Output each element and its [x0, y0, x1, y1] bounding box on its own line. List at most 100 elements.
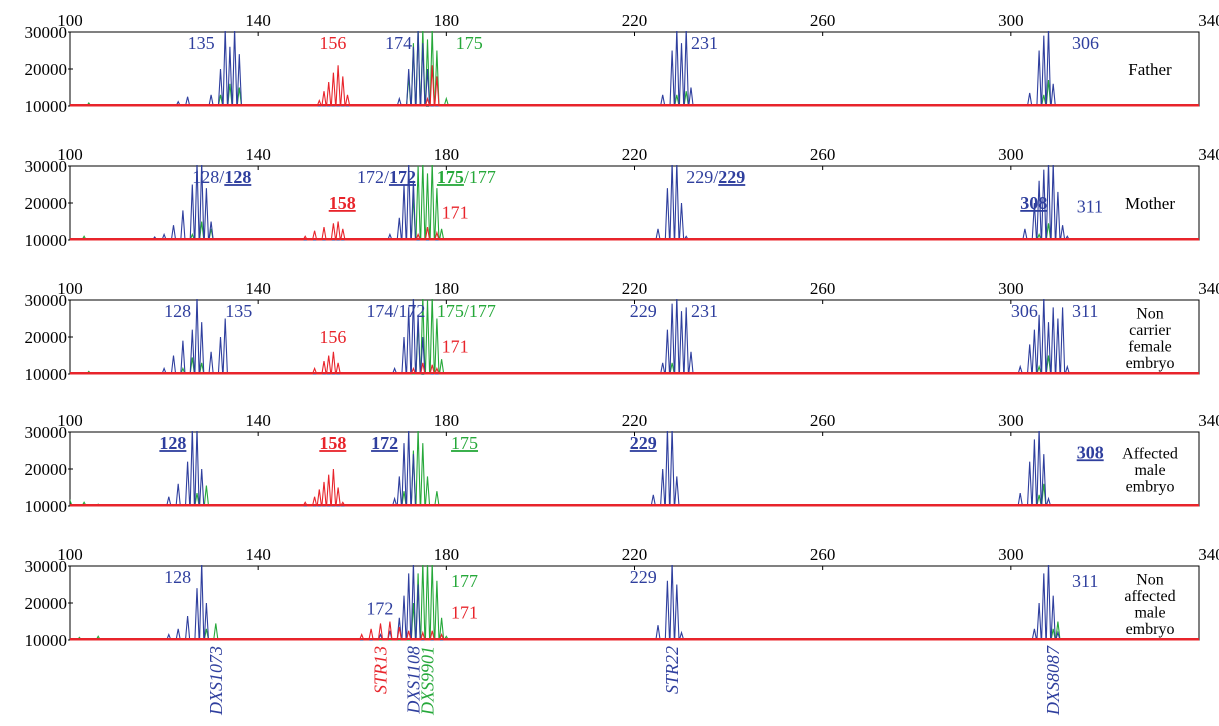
- y-tick-label: 10000: [25, 231, 68, 250]
- allele-label: 175: [451, 433, 478, 453]
- allele-label: 229: [630, 433, 657, 453]
- x-tick-label: 140: [245, 279, 271, 298]
- allele-label: 158: [329, 193, 356, 213]
- x-tick-label: 260: [810, 11, 836, 30]
- x-tick-label: 340: [1198, 411, 1219, 430]
- sample-label: male: [1134, 604, 1165, 621]
- x-tick-label: 220: [622, 545, 648, 564]
- panel-4: 100 140 180 220 260 300 340 30000 20000 10000 128 1…: [25, 411, 1219, 516]
- y-tick-label: 30000: [25, 23, 68, 42]
- sample-label: male: [1134, 462, 1165, 479]
- x-tick-label: 260: [810, 545, 836, 564]
- panel-5: 100 140 180 220 260 300 340 30000 20000 10000 128 1…: [25, 545, 1219, 650]
- allele-label: 308: [1020, 193, 1047, 213]
- y-tick-label: 20000: [25, 194, 68, 213]
- x-tick-label: 340: [1198, 545, 1219, 564]
- x-tick-label: 260: [810, 145, 836, 164]
- x-tick-label: 340: [1198, 11, 1219, 30]
- x-tick-label: 260: [810, 411, 836, 430]
- allele-label: 128: [164, 567, 191, 587]
- x-tick-label: 140: [245, 145, 271, 164]
- allele-label: 308: [1077, 442, 1104, 462]
- x-tick-label: 180: [434, 279, 460, 298]
- allele-label: 311: [1072, 571, 1098, 591]
- allele-label: 156: [319, 327, 346, 347]
- y-tick-label: 20000: [25, 460, 68, 479]
- x-tick-label: 100: [57, 545, 83, 564]
- allele-label: 175: [456, 33, 483, 53]
- y-tick-label: 20000: [25, 60, 68, 79]
- x-tick-label: 140: [245, 545, 271, 564]
- x-tick-label: 180: [434, 411, 460, 430]
- y-tick-label: 30000: [25, 557, 68, 576]
- y-tick-label: 10000: [25, 631, 68, 650]
- y-tick-label: 20000: [25, 594, 68, 613]
- x-tick-label: 100: [57, 145, 83, 164]
- sample-label: Affected: [1122, 446, 1178, 463]
- red-dye-trace: [70, 65, 1199, 107]
- x-tick-label: 180: [434, 145, 460, 164]
- allele-label: 175/177: [437, 301, 496, 321]
- allele-label: 174: [385, 33, 412, 53]
- x-tick-label: 100: [57, 411, 83, 430]
- sample-label: Non: [1136, 305, 1164, 322]
- sample-label: Father: [1128, 60, 1172, 79]
- panel-3: 100 140 180 220 260 300 340 30000 20000 10000 128 1…: [25, 279, 1219, 384]
- y-tick-label: 10000: [25, 97, 68, 116]
- allele-label: 177: [451, 571, 478, 591]
- allele-label: 128: [164, 301, 191, 321]
- red-dye-trace: [70, 621, 1199, 641]
- y-tick-label: 10000: [25, 497, 68, 516]
- red-dye-trace: [70, 351, 1199, 375]
- allele-label: 311: [1077, 197, 1103, 217]
- marker-label: DXS8087: [1043, 645, 1063, 716]
- marker-label: DXS1108: [403, 646, 423, 715]
- x-tick-label: 220: [622, 145, 648, 164]
- x-tick-label: 300: [998, 11, 1024, 30]
- sample-label: embryo: [1126, 479, 1175, 496]
- x-tick-label: 140: [245, 411, 271, 430]
- y-tick-label: 10000: [25, 365, 68, 384]
- allele-label: 306: [1072, 33, 1099, 53]
- allele-label: 174/172: [366, 301, 425, 321]
- x-tick-label: 100: [57, 279, 83, 298]
- allele-label: 156: [319, 33, 346, 53]
- sample-label: Non: [1136, 571, 1164, 588]
- allele-label: 231: [691, 33, 718, 53]
- allele-label: 171: [442, 336, 469, 356]
- x-tick-label: 300: [998, 279, 1024, 298]
- blue-dye-trace: [70, 31, 1199, 107]
- x-tick-label: 300: [998, 145, 1024, 164]
- allele-label: 175/177: [437, 167, 496, 187]
- blue-dye-trace: [70, 165, 1199, 241]
- x-tick-label: 220: [622, 411, 648, 430]
- sample-label: affected: [1124, 588, 1175, 605]
- allele-label: 135: [188, 33, 215, 53]
- sample-label: carrier: [1129, 322, 1171, 339]
- allele-label: 158: [319, 433, 346, 453]
- allele-label: 311: [1072, 301, 1098, 321]
- panel-1: 100 140 180 220 260 300 340 30000 20000 10000 135 1…: [25, 11, 1219, 116]
- y-tick-label: 20000: [25, 328, 68, 347]
- allele-label: 306: [1011, 301, 1038, 321]
- allele-label: 128/128: [192, 167, 251, 187]
- marker-label: DXS1073: [206, 646, 226, 716]
- allele-label: 171: [442, 202, 469, 222]
- red-dye-trace: [70, 221, 1199, 241]
- sample-label: embryo: [1126, 355, 1175, 372]
- x-tick-label: 300: [998, 545, 1024, 564]
- allele-label: 171: [451, 602, 478, 622]
- allele-label: 172/172: [357, 167, 416, 187]
- sample-label: female: [1128, 338, 1172, 355]
- x-tick-label: 220: [622, 279, 648, 298]
- allele-label: 172: [371, 433, 398, 453]
- allele-label: 231: [691, 301, 718, 321]
- x-tick-label: 340: [1198, 279, 1219, 298]
- x-tick-label: 340: [1198, 145, 1219, 164]
- allele-label: 229: [630, 301, 657, 321]
- x-tick-label: 220: [622, 11, 648, 30]
- x-tick-label: 140: [245, 11, 271, 30]
- y-tick-label: 30000: [25, 423, 68, 442]
